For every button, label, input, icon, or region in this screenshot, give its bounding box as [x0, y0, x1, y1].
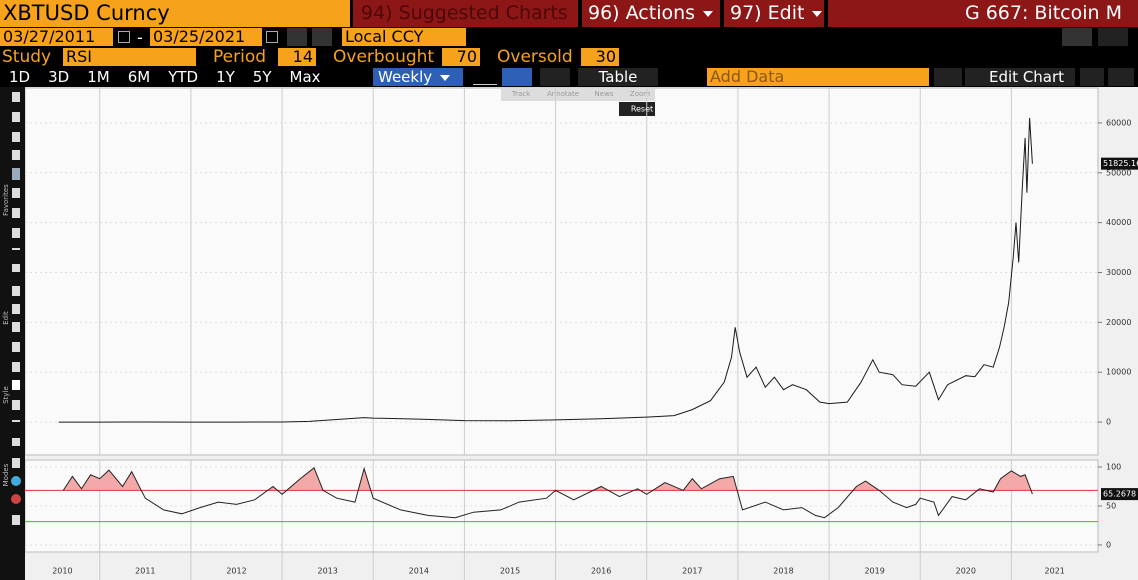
- x-tick-label: 2017: [682, 567, 702, 576]
- calendar-icon[interactable]: [118, 31, 130, 43]
- range-button[interactable]: 1M: [87, 68, 110, 86]
- last-value-box: [1101, 157, 1138, 170]
- x-tick-label: 2019: [864, 567, 884, 576]
- next-button[interactable]: [312, 28, 332, 46]
- range-button[interactable]: 1Y: [216, 68, 235, 86]
- date-separator: -: [137, 28, 143, 47]
- y-tick-label: 100: [1106, 463, 1121, 472]
- undo-button[interactable]: [1062, 28, 1092, 46]
- prev-button[interactable]: [287, 28, 307, 46]
- y-tick-label: 40000: [1106, 218, 1131, 227]
- range-buttons: 1D 3D 1M 6M YTD 1Y 5Y Max: [0, 67, 330, 87]
- ticker: XBTUSD Curncy: [0, 0, 350, 27]
- x-tick-label: 2018: [773, 567, 793, 576]
- price-panel: [24, 87, 1099, 456]
- toolbar: 1D 3D 1M 6M YTD 1Y 5Y Max Weekly Table A…: [0, 67, 1138, 87]
- y-tick-label: 60000: [1106, 118, 1131, 127]
- menu-item[interactable]: Zoom: [630, 90, 650, 98]
- settings-button[interactable]: [1080, 68, 1104, 86]
- series-line: [58, 117, 1033, 423]
- tools-menu: [501, 88, 655, 116]
- study-label: Study: [2, 47, 52, 67]
- calendar-icon[interactable]: [266, 31, 278, 43]
- edit-menu[interactable]: 97) Edit: [724, 0, 824, 27]
- line-chart-button[interactable]: [473, 69, 497, 85]
- last-value-box: [1101, 488, 1138, 501]
- x-tick-label: 2021: [1045, 567, 1065, 576]
- frequency-select[interactable]: Weekly: [373, 68, 463, 86]
- oversold-input[interactable]: 30: [581, 48, 619, 66]
- period-label: Period: [213, 47, 267, 67]
- y-tick-label: 0: [1106, 540, 1111, 549]
- range-button[interactable]: YTD: [168, 68, 199, 86]
- x-tick-label: 2016: [591, 567, 611, 576]
- side-icons[interactable]: [11, 92, 21, 525]
- series-line: [62, 466, 1033, 519]
- oversold-label: Oversold: [497, 47, 573, 67]
- suggested-charts[interactable]: 94) Suggested Charts: [353, 0, 578, 27]
- last-value-label: 51825.16: [1103, 159, 1138, 168]
- header-bar: XBTUSD Curncy 94) Suggested Charts 96) A…: [0, 0, 1138, 27]
- x-tick-label: 2020: [956, 567, 976, 576]
- x-tick-label: 2013: [317, 567, 337, 576]
- y-tick-label: 0: [1106, 418, 1111, 427]
- actions-menu[interactable]: 96) Actions: [582, 0, 720, 27]
- edit-label: 97) Edit: [730, 2, 805, 24]
- x-tick-label: 2011: [135, 567, 155, 576]
- screen-title: G 667: Bitcoin M: [828, 0, 1138, 27]
- overbought-input[interactable]: 70: [442, 48, 480, 66]
- add-data-input[interactable]: Add Data: [707, 68, 929, 86]
- range-button[interactable]: 6M: [127, 68, 151, 86]
- bar-chart-button[interactable]: [502, 68, 532, 86]
- edit-chart-button[interactable]: Edit Chart: [965, 68, 1075, 86]
- study-bar: Study RSI Period 14 Overbought 70 Overso…: [0, 47, 1138, 67]
- range-button[interactable]: Max: [289, 68, 321, 86]
- chart-type-menu[interactable]: [540, 68, 570, 86]
- y-tick-label: 30000: [1106, 268, 1131, 277]
- study-select[interactable]: RSI: [63, 48, 196, 66]
- actions-label: 96) Actions: [588, 2, 696, 24]
- y-tick-label: 50000: [1106, 168, 1131, 177]
- range-button[interactable]: 3D: [48, 68, 70, 86]
- last-value-label: 65.2678: [1103, 490, 1136, 499]
- date-bar: 03/27/2011 - 03/25/2021 Local CCY: [0, 27, 1138, 47]
- y-tick-label: 20000: [1106, 318, 1131, 327]
- x-tick-label: 2015: [500, 567, 520, 576]
- redo-button[interactable]: [1098, 28, 1128, 46]
- overbought-fill: [63, 467, 1032, 491]
- x-tick-label: 2010: [52, 567, 72, 576]
- side-label: Edit: [2, 311, 10, 325]
- frequency-label: Weekly: [378, 68, 433, 86]
- side-label: Style: [2, 386, 10, 404]
- table-button[interactable]: Table: [578, 68, 658, 86]
- gear-button[interactable]: [1108, 68, 1134, 86]
- collapse-button[interactable]: [934, 68, 962, 86]
- side-toolbar: [0, 87, 25, 580]
- end-date[interactable]: 03/25/2021: [150, 28, 262, 46]
- period-input[interactable]: 14: [278, 48, 316, 66]
- side-label: Favorites: [2, 184, 10, 216]
- currency[interactable]: Local CCY: [342, 28, 466, 46]
- y-tick-label: 10000: [1106, 368, 1131, 377]
- menu-item[interactable]: Annotate: [547, 90, 579, 98]
- range-button[interactable]: 1D: [9, 68, 31, 86]
- start-date[interactable]: 03/27/2011: [0, 28, 113, 46]
- x-tick-label: 2014: [409, 567, 429, 576]
- range-button[interactable]: 5Y: [252, 68, 272, 86]
- menu-item[interactable]: News: [595, 90, 614, 98]
- side-label: Modes: [2, 463, 10, 486]
- x-tick-label: 2012: [226, 567, 246, 576]
- menu-item[interactable]: Track: [511, 90, 531, 98]
- y-tick-label: 50: [1106, 502, 1116, 511]
- overbought-label: Overbought: [333, 47, 435, 67]
- menu-item[interactable]: Reset: [631, 105, 653, 114]
